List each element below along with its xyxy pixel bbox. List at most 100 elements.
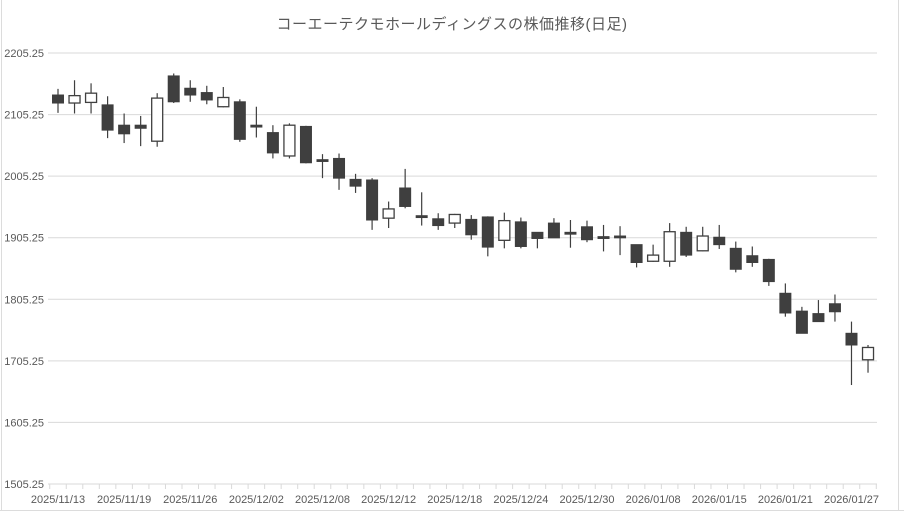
candle-body [547,222,560,239]
candle [762,258,775,286]
candle [68,80,81,114]
candle [614,226,627,256]
candle-body [713,236,726,246]
x-tick-label: 2026/01/21 [758,494,813,506]
candle-body [167,75,180,103]
candle [531,231,544,249]
candle [84,83,98,114]
candle [233,99,246,142]
candle [481,216,494,257]
candle-body [118,124,131,135]
candle-body [349,178,362,187]
candle [266,125,279,159]
candle [151,93,164,147]
candle [597,224,610,252]
candle-body [134,124,147,129]
candle-body [52,94,64,104]
candle [663,223,676,267]
candle [283,123,296,159]
candle [52,88,64,113]
candle-body [762,258,775,283]
candle [432,213,445,230]
candle-body [564,231,577,235]
y-tick-label: 2005.25 [4,171,44,183]
candle [680,226,693,257]
x-tick-label: 2026/01/15 [692,494,747,506]
candle-body [779,292,792,314]
y-tick-label: 1705.25 [4,356,44,368]
candle-body [448,213,461,224]
candle [184,80,197,102]
candle [415,192,428,226]
candle-body [465,218,478,236]
candle-body [630,244,643,263]
candle [514,217,527,249]
candle [118,113,131,144]
x-tick-label: 2026/01/27 [824,494,879,506]
candle [366,178,379,230]
candle [729,241,742,273]
candle-body [580,226,593,241]
candle-body [432,218,445,227]
candle [200,85,213,105]
x-tick-label: 2025/12/02 [229,494,284,506]
candle [333,153,346,190]
candle [779,283,792,317]
candle-body [184,87,197,96]
candle [250,106,263,138]
x-tick-label: 2025/12/12 [361,494,416,506]
candle [382,201,395,229]
candle [349,173,362,193]
candle-body [333,157,346,179]
candle-body [828,303,841,313]
candle [564,220,577,248]
candle-body [680,231,693,256]
candle-body [382,208,395,219]
candle [828,294,841,322]
candle-body [498,219,511,241]
candle [795,306,808,334]
candle-body [266,132,279,154]
candle-body [531,231,544,239]
candle-body [597,236,610,239]
candle-body [217,96,230,108]
candle [316,154,329,179]
candle [746,246,759,267]
candle [217,87,230,108]
candle-body [316,159,329,162]
candle-body [861,346,875,361]
candle [448,213,461,229]
y-tick-label: 2105.25 [4,110,44,122]
x-tick-label: 2025/12/24 [493,494,548,506]
candle-body [366,179,379,221]
candle [498,212,511,249]
candle-body [200,92,213,101]
candle-body [84,92,98,104]
candle-body [746,255,759,263]
candle [696,226,709,252]
candle-body [283,124,296,157]
candle [167,73,180,104]
candle-body [68,94,81,104]
candle-body [614,235,627,239]
candle [630,244,643,268]
candle-body [663,231,676,262]
candle [845,321,858,386]
candle-body [646,254,660,262]
y-tick-label: 1805.25 [4,294,44,306]
candle-body [101,104,114,131]
x-tick-label: 2026/01/08 [626,494,681,506]
candle [580,220,593,243]
x-tick-label: 2025/11/13 [31,494,85,506]
candle-body [415,215,428,219]
candle [812,300,825,323]
candle-body [481,216,494,248]
candle [547,218,560,239]
candle [713,224,726,249]
y-tick-label: 2205.25 [4,48,44,60]
candle-body [696,235,709,252]
y-tick-label: 1505.25 [4,479,44,491]
x-tick-label: 2025/11/19 [97,494,151,506]
